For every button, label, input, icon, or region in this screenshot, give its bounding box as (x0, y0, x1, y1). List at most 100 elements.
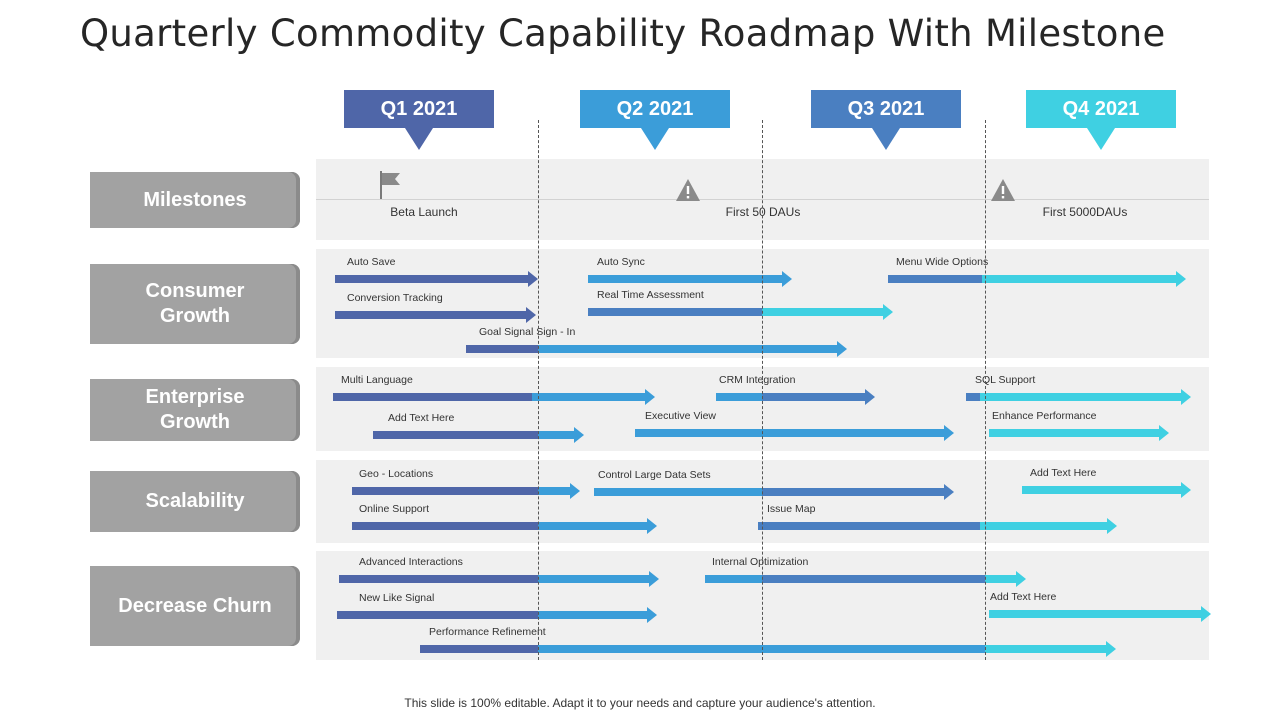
task-label: Issue Map (767, 503, 816, 515)
task-label: New Like Signal (359, 592, 434, 604)
task-bar-arrow (762, 304, 893, 320)
task-bar-arrow (588, 271, 792, 287)
task-label: SQL Support (975, 374, 1035, 386)
quarter-pointer-q1 (405, 128, 433, 150)
task-bar-segment (758, 522, 980, 530)
quarter-header-q3: Q3 2021 (811, 90, 961, 128)
task-bar-arrow (989, 425, 1169, 441)
task-label: Conversion Tracking (347, 292, 443, 304)
row-label-milestones: Milestones (90, 172, 300, 228)
task-label: Advanced Interactions (359, 556, 463, 568)
row-label-text: Consumer Growth (145, 280, 245, 327)
warning-icon (676, 179, 700, 201)
task-bar-segment (594, 488, 762, 496)
task-label: CRM Integration (719, 374, 796, 386)
task-bar-arrow (762, 484, 954, 500)
task-bar-segment (337, 611, 538, 619)
task-bar-segment (762, 575, 985, 583)
warning-icon (991, 179, 1015, 201)
task-bar-segment (966, 393, 980, 401)
task-bar-arrow (538, 341, 847, 357)
task-label: Add Text Here (388, 412, 455, 424)
task-bar: Conversion Tracking (335, 292, 536, 323)
task-bar-arrow (982, 271, 1186, 287)
task-label: Real Time Assessment (597, 289, 704, 301)
task-label: Auto Sync (597, 256, 645, 268)
row-label-scalability: Scalability (90, 471, 300, 532)
task-bar-segment (339, 575, 538, 583)
quarter-header-q2: Q2 2021 (580, 90, 730, 128)
milestone-first-50-daus: First 50 DAUs (725, 205, 801, 219)
task-bar: SQL Support (966, 374, 1191, 405)
task-bar-segment (333, 393, 532, 401)
task-bar-arrow (980, 389, 1191, 405)
task-bar-segment (716, 393, 762, 401)
task-bar: Real Time Assessment (588, 289, 893, 320)
task-bar: Add Text Here (1022, 467, 1191, 498)
quarter-divider (538, 120, 539, 660)
task-bar-arrow (635, 425, 954, 441)
task-bar-segment (538, 645, 985, 653)
task-bar: Online Support (352, 503, 657, 534)
task-bar-segment (466, 345, 538, 353)
task-bar-arrow (762, 389, 875, 405)
task-bar-segment (588, 308, 762, 316)
task-label: Auto Save (347, 256, 396, 268)
task-label: Add Text Here (990, 591, 1057, 603)
task-bar: Add Text Here (989, 591, 1211, 622)
task-bar-arrow (989, 606, 1211, 622)
flag-icon (380, 171, 400, 199)
task-bar: CRM Integration (716, 374, 875, 405)
task-bar-arrow (980, 518, 1117, 534)
task-bar-arrow (538, 571, 659, 587)
task-bar: Issue Map (758, 503, 1117, 534)
task-bar-arrow (538, 483, 580, 499)
task-bar-arrow (335, 307, 536, 323)
task-bar-segment (705, 575, 762, 583)
task-bar-arrow (1022, 482, 1191, 498)
task-label: Add Text Here (1030, 467, 1097, 479)
row-label-text: Enterprise Growth (145, 386, 245, 433)
task-label: Control Large Data Sets (598, 469, 711, 481)
footer-note: This slide is 100% editable. Adapt it to… (404, 696, 876, 710)
task-bar-arrow (532, 389, 655, 405)
quarter-pointer-q2 (641, 128, 669, 150)
task-bar: Geo - Locations (352, 468, 580, 499)
task-bar: Auto Sync (588, 256, 792, 287)
task-bar-segment (352, 487, 538, 495)
task-label: Menu Wide Options (896, 256, 988, 268)
task-label: Multi Language (341, 374, 413, 386)
task-bar: Add Text Here (373, 412, 584, 443)
task-label: Online Support (359, 503, 429, 515)
task-label: Internal Optimization (712, 556, 808, 568)
task-bar-arrow (335, 271, 538, 287)
quarter-header-q1: Q1 2021 (344, 90, 494, 128)
task-bar: Performance Refinement (420, 626, 1116, 657)
task-bar: Executive View (635, 410, 954, 441)
quarter-header-q4: Q4 2021 (1026, 90, 1176, 128)
task-bar: Advanced Interactions (339, 556, 659, 587)
milestone-beta-launch: Beta Launch (390, 205, 458, 219)
task-label: Performance Refinement (429, 626, 546, 638)
task-bar: New Like Signal (337, 592, 657, 623)
task-bar: Goal Signal Sign - In (466, 326, 847, 357)
task-bar-arrow (985, 641, 1116, 657)
page-title: Quarterly Commodity Capability Roadmap W… (80, 12, 1166, 55)
row-label-decrease-churn: Decrease Churn (90, 566, 300, 646)
task-bar: Menu Wide Options (888, 256, 1186, 287)
quarter-pointer-q3 (872, 128, 900, 150)
task-bar-segment (888, 275, 982, 283)
task-bar: Auto Save (335, 256, 538, 287)
quarter-divider (985, 120, 986, 660)
task-label: Executive View (645, 410, 716, 422)
task-bar-segment (352, 522, 538, 530)
task-bar: Enhance Performance (989, 410, 1169, 441)
milestone-first-5000-daus: First 5000DAUs (1042, 205, 1128, 219)
task-bar-arrow (538, 607, 657, 623)
row-label-text: Scalability (145, 490, 245, 512)
task-bar-arrow (538, 427, 584, 443)
row-label-text: Decrease Churn (118, 594, 272, 617)
task-label: Enhance Performance (992, 410, 1097, 422)
task-bar-segment (373, 431, 538, 439)
